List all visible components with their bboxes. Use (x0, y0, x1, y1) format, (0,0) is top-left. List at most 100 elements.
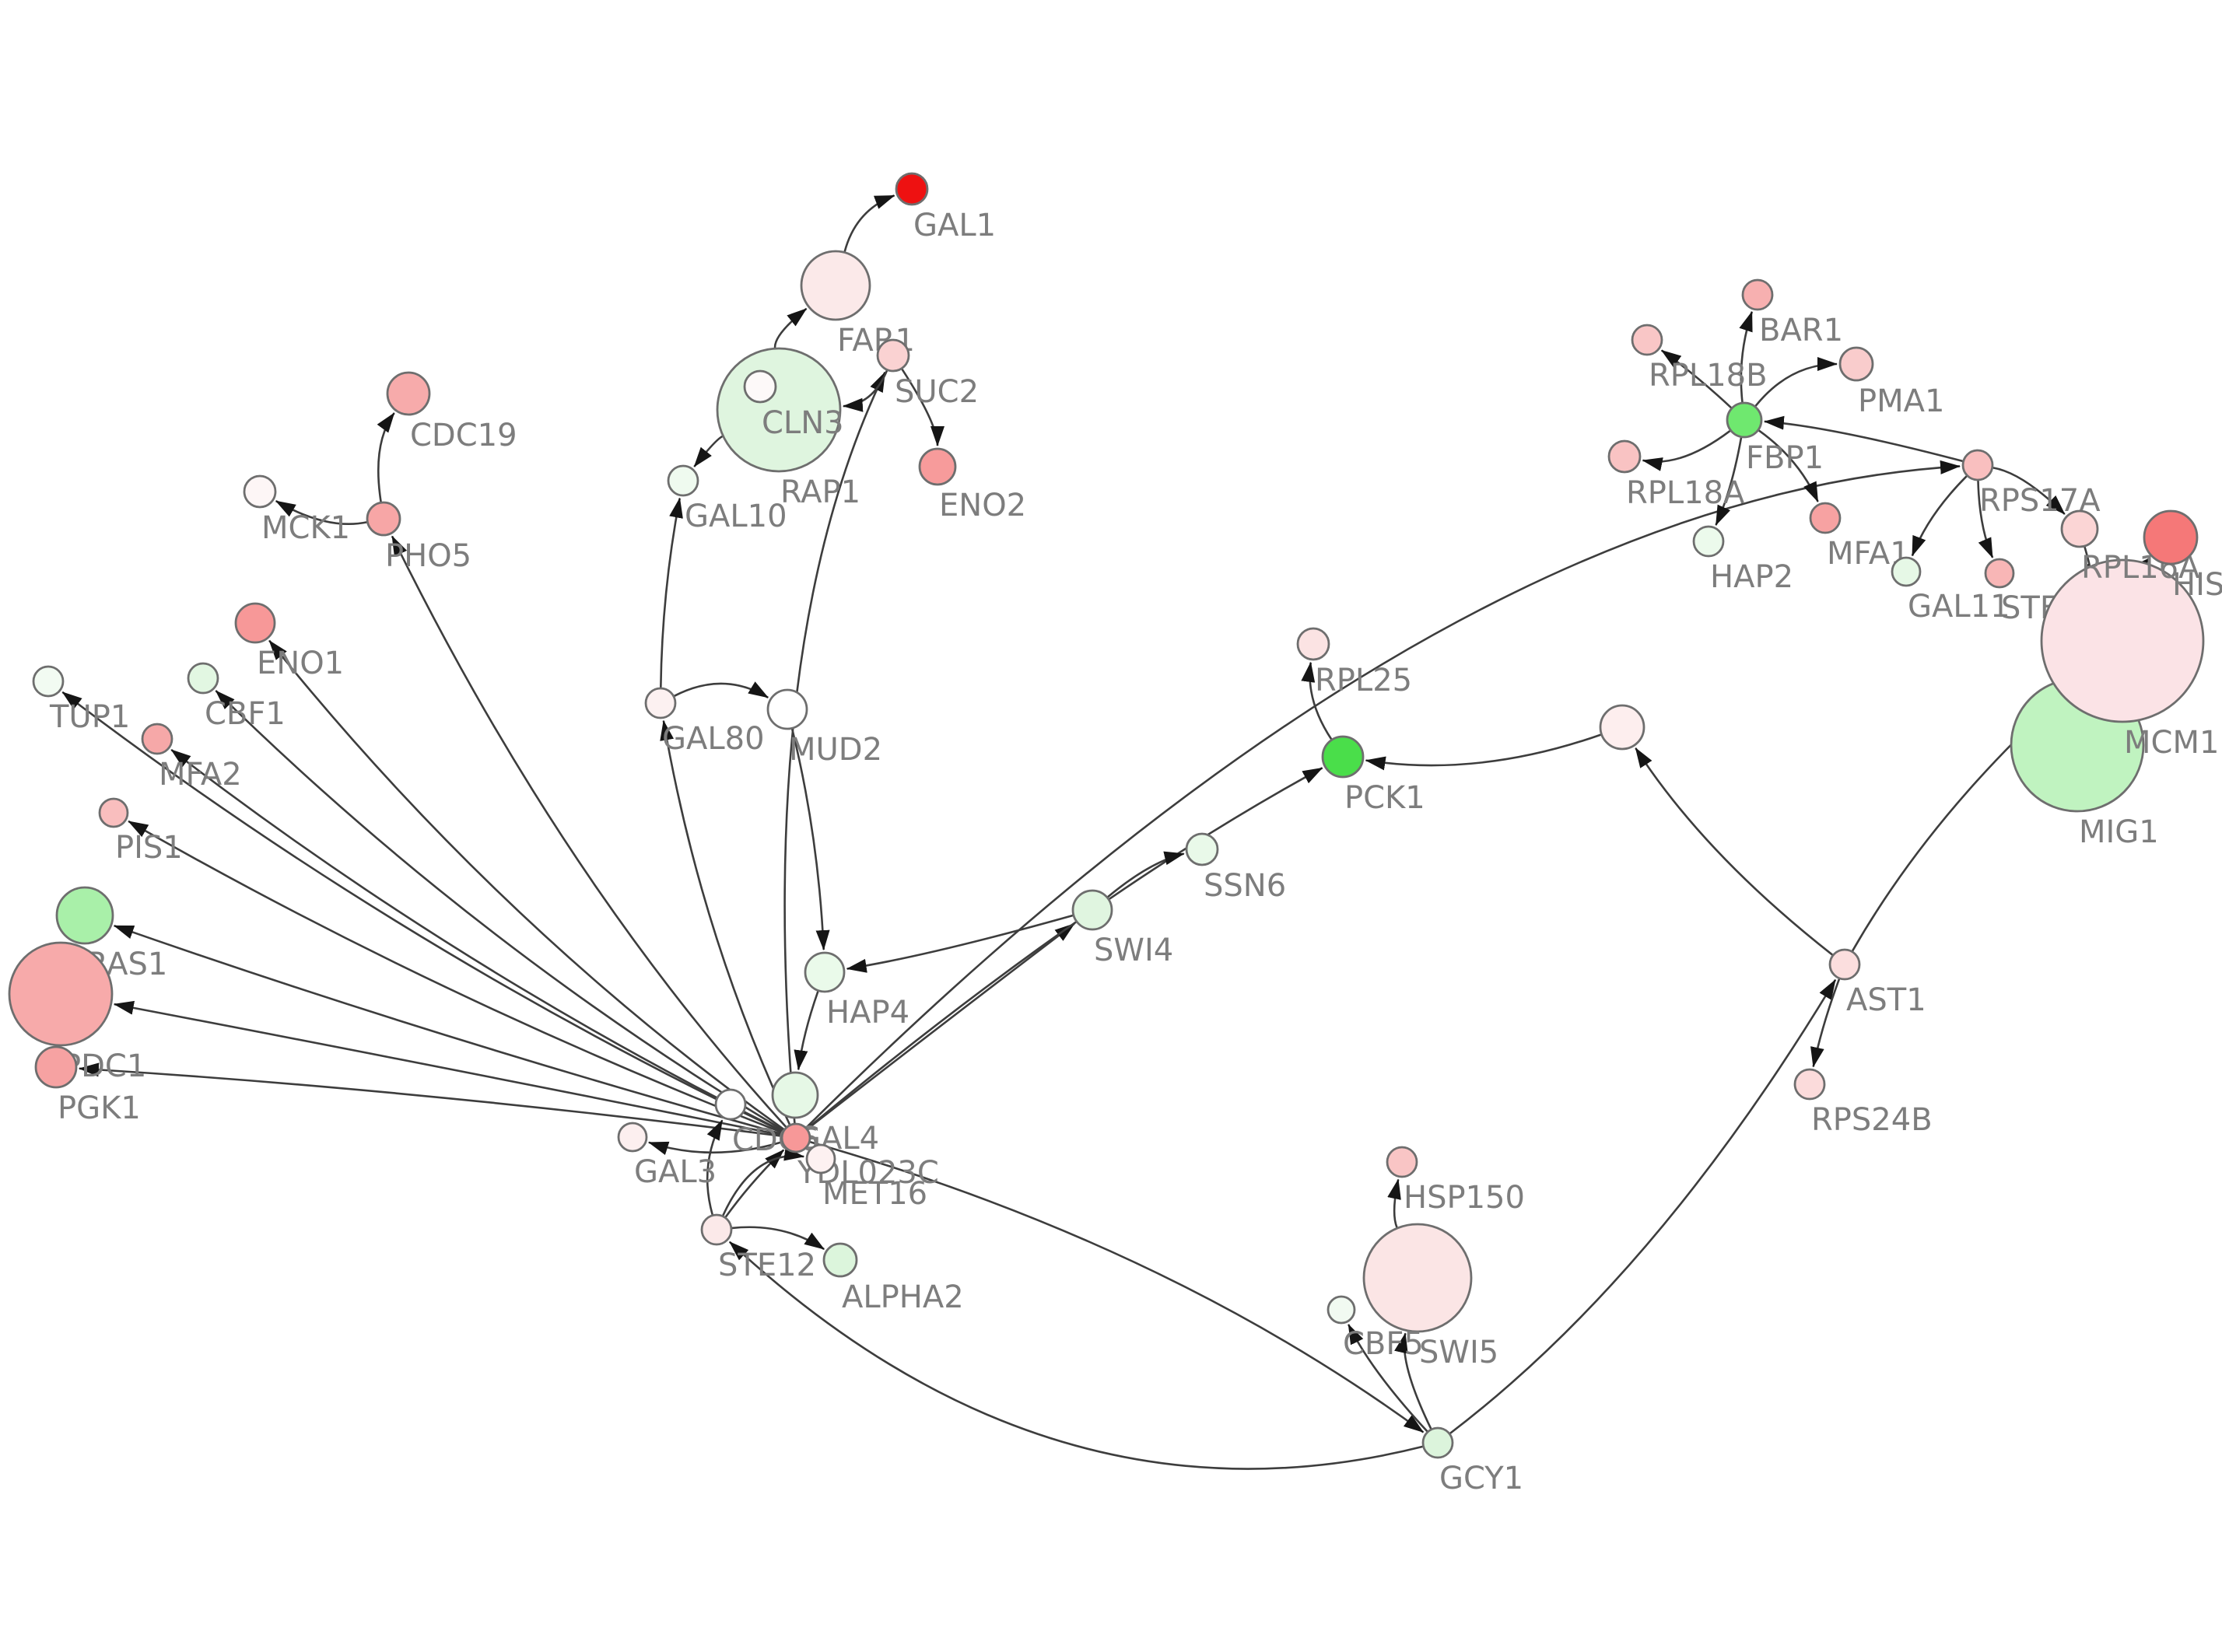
node-mfa1[interactable] (1809, 502, 1842, 534)
edge-rap1-far1[interactable] (773, 307, 808, 348)
node-gal80[interactable] (644, 687, 677, 719)
edge-ydl023c-gcy1[interactable] (809, 1140, 1425, 1433)
edge-ydl023c-cbf1[interactable] (215, 690, 784, 1132)
edge-ydl023c-eno1[interactable] (268, 639, 785, 1131)
node-alpha2[interactable] (822, 1242, 858, 1278)
edge-ste12-met16[interactable] (722, 1146, 805, 1216)
node-his4[interactable] (2143, 509, 2199, 565)
node-rpl25[interactable] (1296, 627, 1330, 661)
edge-gal80-gal10[interactable] (660, 497, 683, 688)
node-ssn6[interactable] (1185, 832, 1219, 866)
edge-fbp1-rpl18b[interactable] (1660, 349, 1733, 409)
node-tup1[interactable] (32, 665, 65, 698)
edge-unnamed-pck1[interactable] (1365, 733, 1602, 771)
edge-ydl023c-mfa2[interactable] (170, 748, 783, 1132)
edge-pck1-rpl25[interactable] (1301, 661, 1333, 740)
edge-pho5-mck1[interactable] (275, 499, 367, 525)
edge-ydl023c-gal80[interactable] (660, 719, 791, 1125)
node-gal3[interactable] (617, 1122, 648, 1153)
node-mud2[interactable] (766, 688, 808, 730)
node-ast1[interactable] (1828, 948, 1861, 981)
node-gcy1[interactable] (1421, 1426, 1454, 1459)
node-pck1[interactable] (1321, 735, 1365, 779)
node-hap4[interactable] (804, 951, 846, 993)
edge-ydl023c-pis1[interactable] (128, 820, 783, 1134)
node-ras1[interactable] (55, 886, 114, 945)
node-suc2[interactable] (876, 338, 910, 373)
node-pma1[interactable] (1838, 346, 1874, 382)
node-mcm1[interactable] (2040, 558, 2205, 723)
edge-ast1-rps24b[interactable] (1810, 978, 1841, 1068)
node-gal4[interactable] (771, 1071, 819, 1119)
node-ydl023c[interactable] (780, 1122, 811, 1153)
node-eno1[interactable] (234, 602, 276, 644)
node-swi5[interactable] (1362, 1223, 1473, 1333)
edge-suc2-eno2[interactable] (901, 368, 945, 446)
node-gal10[interactable] (667, 464, 699, 497)
edge-fbp1-bar1[interactable] (1739, 310, 1754, 403)
edge-swi4-ssn6[interactable] (1107, 851, 1185, 898)
edge-rps17a-ste2[interactable] (1977, 480, 1994, 558)
node-cbf1[interactable] (187, 662, 219, 695)
node-eno2[interactable] (918, 447, 957, 486)
edge-rps17a-fbp1[interactable] (1763, 415, 1964, 463)
node-cln3[interactable] (743, 369, 777, 404)
edge-ydl023c-swi4[interactable] (807, 922, 1075, 1130)
node-cbf5[interactable] (1327, 1295, 1356, 1325)
edge-fbp1-hap2[interactable] (1715, 437, 1743, 527)
edge-fbp1-mfa1[interactable] (1758, 429, 1819, 502)
node-unnamed[interactable] (1599, 704, 1645, 751)
node-hap2[interactable] (1692, 525, 1725, 558)
edge-gcy1-cbf5[interactable] (1348, 1324, 1428, 1433)
edge-far1-gal1[interactable] (843, 194, 895, 252)
node-met16[interactable] (805, 1143, 836, 1174)
edge-rps17a-gal11[interactable] (1911, 475, 1968, 557)
node-rpl16a[interactable] (2060, 509, 2099, 548)
node-hsp150[interactable] (1386, 1146, 1418, 1178)
edge-gcy1-swi5[interactable] (1394, 1332, 1432, 1430)
node-gal11[interactable] (1891, 556, 1922, 587)
edge-rpl16a-mcm1[interactable] (2084, 546, 2102, 586)
edge-suc2-rap1[interactable] (842, 369, 888, 412)
edge-swi4-hap4[interactable] (846, 914, 1074, 973)
edge-ydl023c-gal3[interactable] (647, 1141, 783, 1156)
node-mfa2[interactable] (141, 723, 173, 755)
node-cdc6[interactable] (714, 1088, 747, 1121)
node-pgk1[interactable] (34, 1045, 78, 1089)
node-fbp1[interactable] (1726, 401, 1763, 439)
edge-pho5-cdc19[interactable] (377, 412, 395, 502)
edge-ste12-cdc6[interactable] (706, 1119, 724, 1216)
edge-ast1-unnamed[interactable] (1635, 747, 1834, 956)
edge-ydl023c-pgk1[interactable] (78, 1062, 782, 1137)
edge-gal80-mud2[interactable] (674, 681, 769, 699)
edge-rap1-gal10[interactable] (693, 435, 724, 467)
node-ste12[interactable] (700, 1213, 733, 1246)
node-gal1[interactable] (895, 172, 929, 206)
edge-ydl023c-rps17a[interactable] (805, 460, 1961, 1129)
edge-rps17a-rpl16a[interactable] (1992, 467, 2066, 515)
node-bar1[interactable] (1741, 278, 1774, 311)
node-rpl18a[interactable] (1607, 439, 1642, 474)
edge-ydl023c-pdc1[interactable] (113, 1000, 782, 1136)
node-pdc1[interactable] (8, 941, 114, 1047)
node-rps17a[interactable] (1961, 449, 1994, 481)
node-rpl18b[interactable] (1631, 324, 1663, 356)
edge-ydl023c-pck1[interactable] (806, 767, 1323, 1129)
edge-swi5-hsp150[interactable] (1387, 1178, 1401, 1228)
node-mck1[interactable] (243, 474, 277, 509)
node-far1[interactable] (800, 250, 871, 321)
edge-fbp1-pma1[interactable] (1754, 357, 1838, 407)
node-swi4[interactable] (1071, 889, 1113, 931)
edge-ste12-alpha2[interactable] (731, 1226, 825, 1251)
edge-gcy1-ast1[interactable] (1449, 978, 1837, 1434)
node-rps24b[interactable] (1793, 1068, 1826, 1101)
edge-ydl023c-pho5[interactable] (391, 535, 787, 1128)
edge-ydl023c-ras1[interactable] (113, 924, 783, 1136)
node-pis1[interactable] (98, 797, 129, 828)
node-cdc19[interactable] (386, 371, 431, 416)
node-ste2[interactable] (1984, 558, 2015, 589)
edge-ydl023c-tup1[interactable] (61, 691, 783, 1132)
edge-gcy1-ste12[interactable] (728, 1241, 1423, 1470)
edge-hap4-gal4[interactable] (794, 991, 819, 1071)
edge-fbp1-rpl18a[interactable] (1642, 429, 1731, 471)
